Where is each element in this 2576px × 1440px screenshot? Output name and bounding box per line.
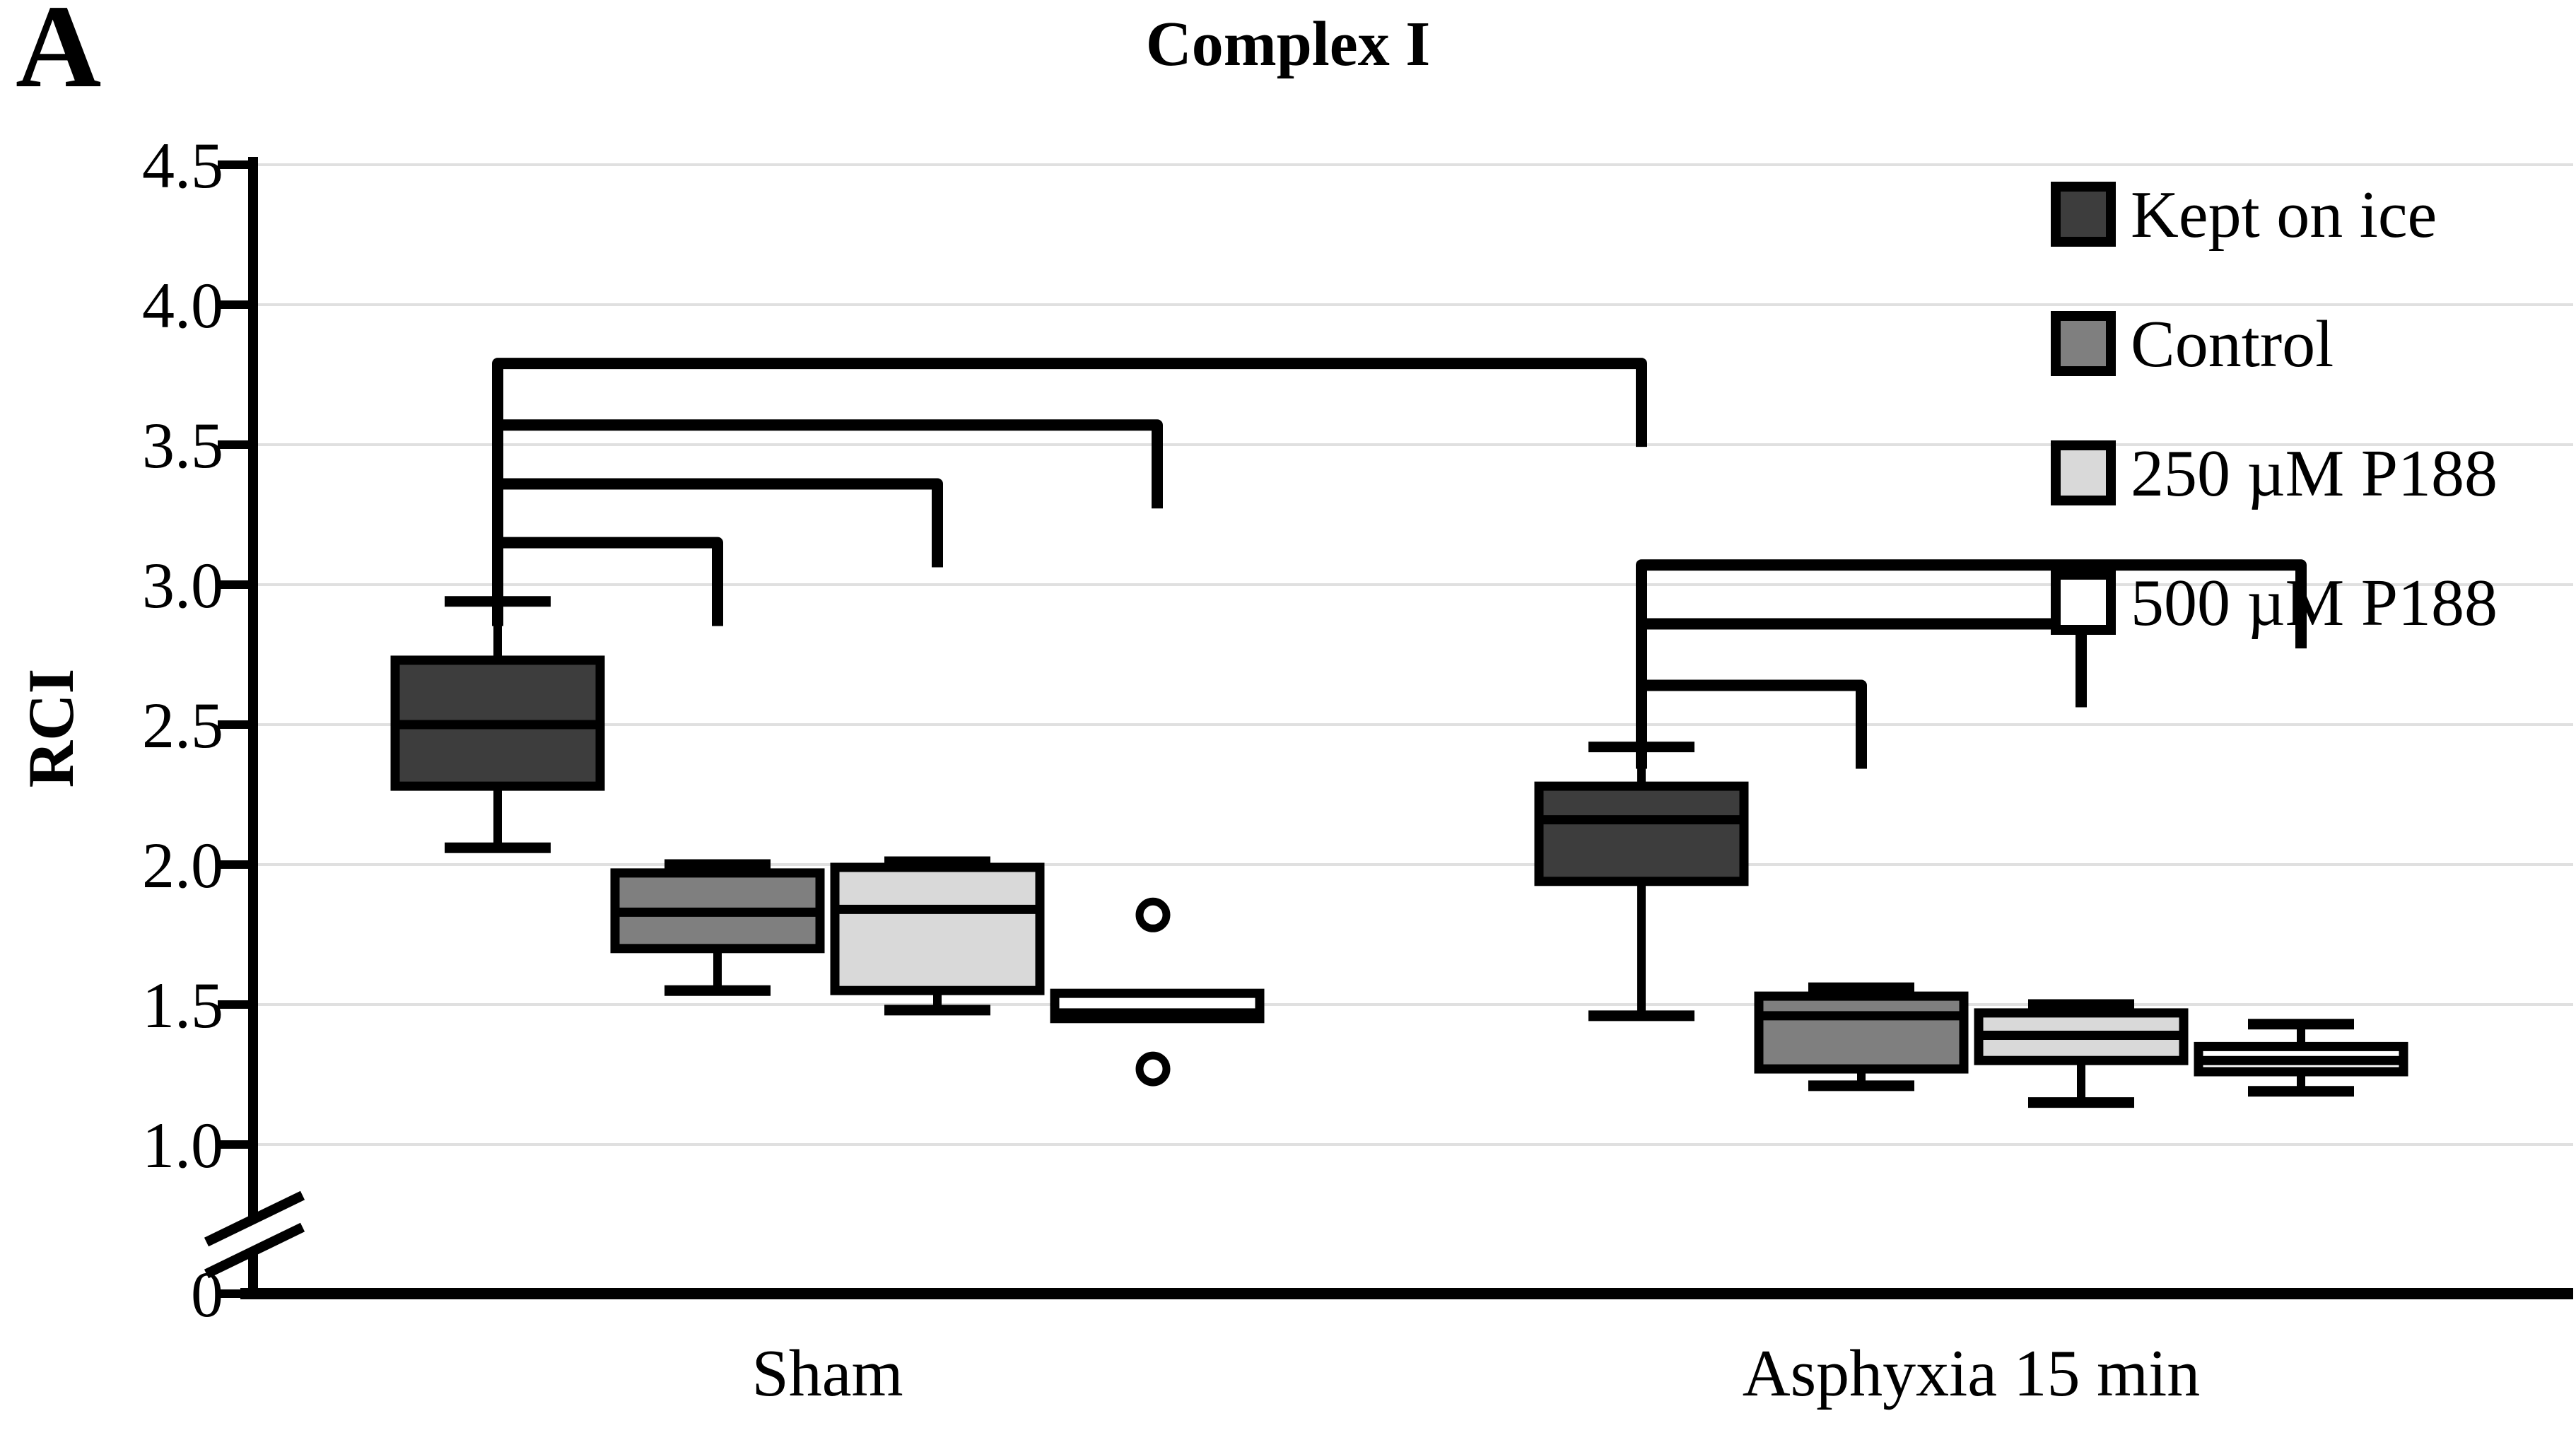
y-tick-label-1.5: 1.5 [142, 969, 223, 1041]
y-tick-label-3.5: 3.5 [142, 409, 223, 481]
legend-swatch-control [2051, 311, 2116, 376]
axis-break-slash-1 [204, 1190, 305, 1247]
x-group-label-sham: Sham [751, 1337, 903, 1410]
significance-bracket-asphyxia-15-min-kept-on-ice-to-asphyxia-15-min-control [1636, 679, 1867, 769]
box-sham-kept-on-ice [390, 596, 605, 853]
box-rect [830, 862, 1045, 995]
significance-bracket-asphyxia-15-min-kept-on-ice-to-asphyxia-15-min-500-m-p188 [1636, 559, 2307, 649]
outlier-point-2 [1135, 1051, 1171, 1087]
box-asphyxia-15-min-kept-on-ice [1534, 742, 1749, 1022]
legend-item-control: Control [2051, 308, 2334, 381]
y-tick-label-1.0: 1.0 [142, 1109, 223, 1181]
significance-bracket-sham-kept-on-ice-to-sham-control [492, 537, 723, 626]
significance-bracket-sham-kept-on-ice-to-sham-250-m-p188 [492, 478, 943, 568]
legend-label-500-m-p188: 500 µM P188 [2131, 566, 2498, 640]
x-group-label-asphyxia-15-min: Asphyxia 15 min [1743, 1337, 2201, 1410]
box-sham-500-m-p188 [1050, 897, 1265, 1087]
outlier-point-1 [1135, 897, 1171, 932]
legend-label-control: Control [2131, 308, 2334, 381]
significance-bracket-asphyxia-15-min-kept-on-ice-to-asphyxia-15-min-250-m-p188 [1636, 618, 2087, 708]
chart-title: Complex I [1145, 9, 1431, 79]
y-tick-label-2.0: 2.0 [142, 829, 223, 901]
box-rect [1534, 781, 1749, 886]
y-tick-label-2.5: 2.5 [142, 689, 223, 761]
legend-swatch-500-m-p188 [2051, 570, 2116, 635]
box-asphyxia-15-min-250-m-p188 [1974, 999, 2189, 1108]
significance-bracket-sham-kept-on-ice-to-asphyxia-15-min-kept-on-ice [492, 358, 1647, 447]
legend-label-250-m-p188: 250 µM P188 [2131, 437, 2498, 510]
y-tick-label-4.0: 4.0 [142, 269, 223, 341]
legend-item-kept-on-ice: Kept on ice [2051, 178, 2437, 252]
legend-swatch-250-m-p188 [2051, 440, 2116, 505]
panel-letter: A [16, 0, 102, 112]
box-rect [1754, 991, 1969, 1074]
axis-break-slash-2 [204, 1222, 305, 1279]
legend-item-500-m-p188: 500 µM P188 [2051, 566, 2498, 640]
box-asphyxia-15-min-control [1754, 982, 1969, 1091]
significance-bracket-sham-kept-on-ice-to-sham-500-m-p188 [492, 419, 1163, 509]
y-tick-label-4.5: 4.5 [142, 129, 223, 201]
legend-swatch-kept-on-ice [2051, 182, 2116, 247]
box-sham-control [610, 859, 825, 996]
box-sham-250-m-p188 [830, 856, 1045, 1016]
box-asphyxia-15-min-500-m-p188 [2194, 1019, 2408, 1097]
axis-break-gap [206, 1195, 303, 1274]
y-tick-label-3.0: 3.0 [142, 549, 223, 621]
legend-label-kept-on-ice: Kept on ice [2131, 178, 2437, 252]
legend: Kept on ice Control 250 µM P188 500 µM P188 [2051, 178, 2498, 640]
legend-item-250-m-p188: 250 µM P188 [2051, 437, 2498, 510]
